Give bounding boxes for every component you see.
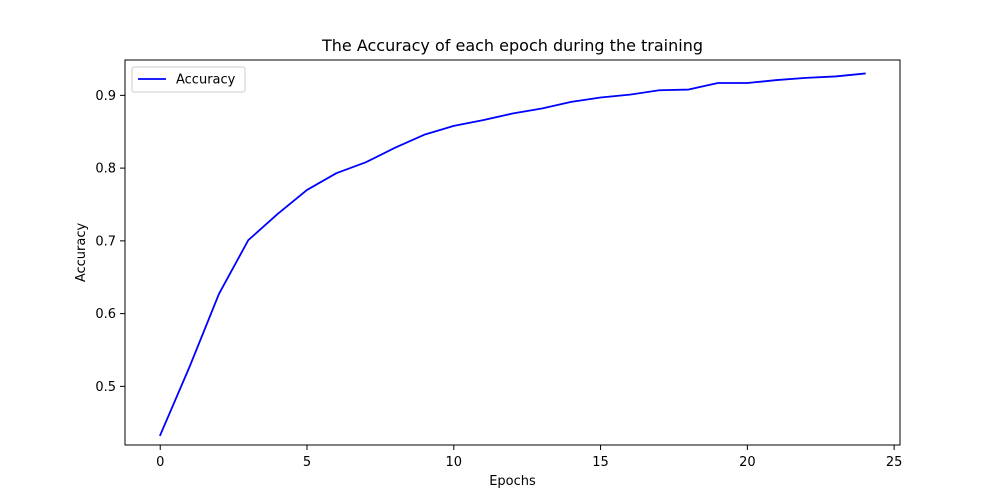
y-tick-label: 0.8 <box>95 162 116 177</box>
x-axis-label: Epochs <box>489 474 536 489</box>
x-tick-label: 0 <box>156 455 164 470</box>
y-tick-label: 0.6 <box>95 307 116 322</box>
x-tick-label: 20 <box>739 455 756 470</box>
axis-ticks: 0 5 10 15 20 25 0.5 0.6 0.7 0.8 0.9 <box>95 89 902 470</box>
plot-frame <box>124 59 901 446</box>
y-tick-label: 0.5 <box>95 380 116 395</box>
y-axis-label: Accuracy <box>74 223 89 283</box>
x-tick-label: 15 <box>592 455 609 470</box>
legend-label: Accuracy <box>176 73 236 88</box>
legend-box <box>131 66 246 93</box>
x-tick-label: 5 <box>303 455 311 470</box>
y-tick-label: 0.7 <box>95 234 116 249</box>
y-tick-label: 0.9 <box>95 89 116 104</box>
data-layer <box>159 72 866 437</box>
x-tick-label: 25 <box>886 455 903 470</box>
x-tick-label: 10 <box>446 455 463 470</box>
chart-title: The Accuracy of each epoch during the tr… <box>321 36 703 55</box>
legend: Accuracy <box>131 66 246 93</box>
series-line-accuracy <box>159 72 866 437</box>
plot-area <box>125 60 900 445</box>
